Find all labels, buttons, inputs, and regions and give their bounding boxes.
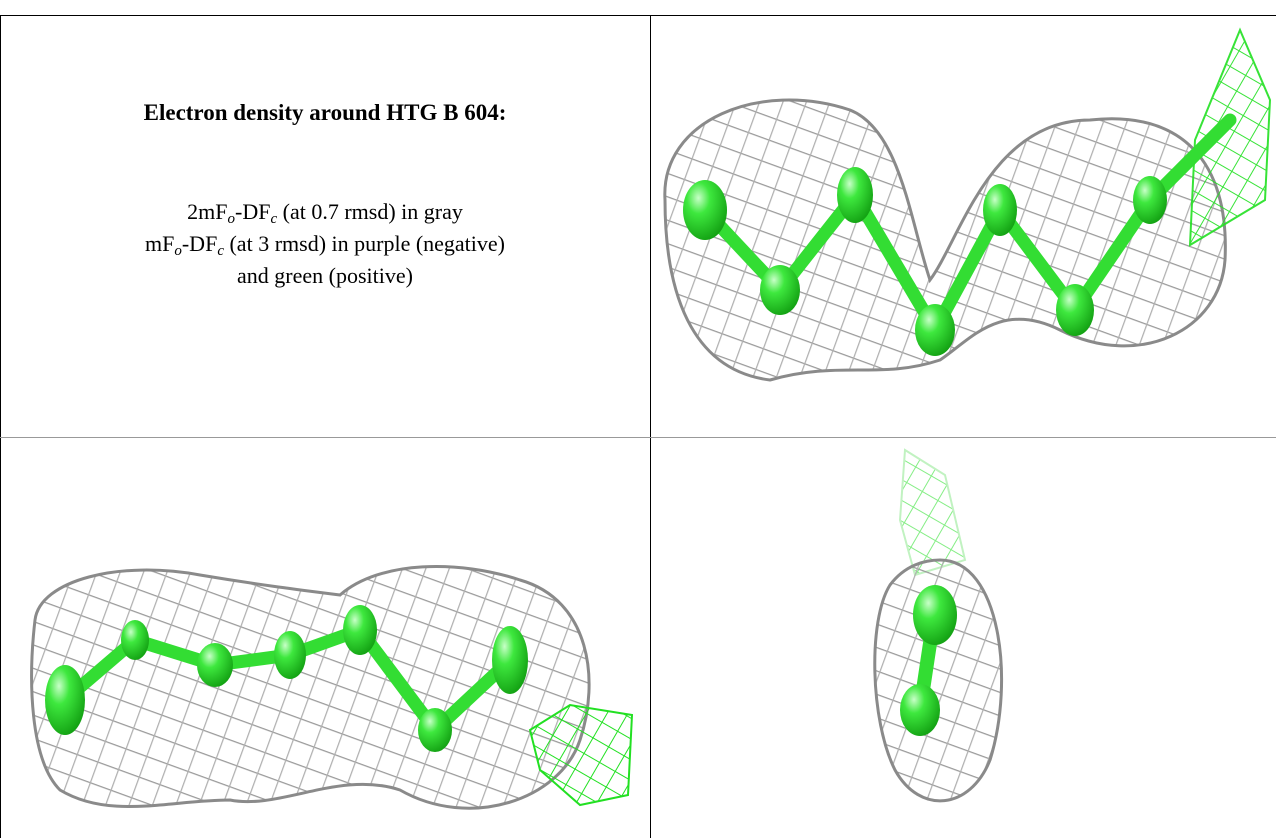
text-run: mF xyxy=(145,231,175,256)
text-run: -DF xyxy=(235,199,271,224)
legend-line: mFo-DFc (at 3 rmsd) in purple (negative) xyxy=(0,228,650,260)
legend-line: and green (positive) xyxy=(0,260,650,292)
text-run: (at 0.7 rmsd) in gray xyxy=(277,199,463,224)
title: Electron density around HTG B 604: xyxy=(143,100,507,125)
text-run: 2mF xyxy=(187,199,228,224)
table-borders xyxy=(0,15,1276,838)
subscript: o xyxy=(227,211,236,227)
text-run: -DF xyxy=(181,231,218,256)
legend-line: 2mFo-DFc (at 0.7 rmsd) in gray xyxy=(0,196,650,228)
caption: Electron density around HTG B 604: 2mFo-… xyxy=(0,15,650,292)
legend-text: 2mFo-DFc (at 0.7 rmsd) in gray mFo-DFc (a… xyxy=(0,196,650,292)
subscript: c xyxy=(217,243,224,259)
subscript: o xyxy=(174,243,182,259)
density-view-2 xyxy=(30,565,634,810)
text-run: (at 3 rmsd) in purple (negative) xyxy=(223,231,505,256)
density-view-1 xyxy=(663,27,1272,382)
subscript: c xyxy=(270,211,278,227)
text-run: and green (positive) xyxy=(237,263,413,288)
density-view-3 xyxy=(873,448,1004,803)
